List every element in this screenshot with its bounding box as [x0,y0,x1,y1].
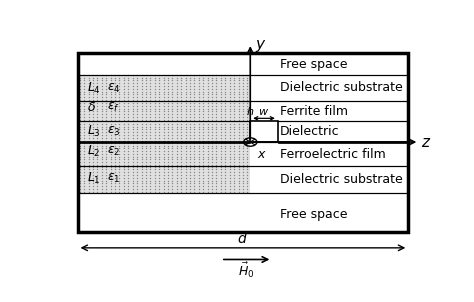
Text: $\delta$: $\delta$ [87,101,96,114]
Bar [78,141,250,143]
Bar [278,141,408,143]
Text: Ferroelectric film: Ferroelectric film [280,148,385,161]
Text: $\varepsilon_3$: $\varepsilon_3$ [107,124,121,137]
Text: Dielectric substrate: Dielectric substrate [280,82,402,95]
Text: $d$: $d$ [237,231,248,246]
Bar [78,166,250,193]
Bar [78,101,250,121]
Bar [250,121,278,142]
Text: $\varepsilon_2$: $\varepsilon_2$ [107,145,120,159]
Bar [78,121,250,142]
Text: $L_1$: $L_1$ [87,171,100,186]
Text: $\varepsilon_4$: $\varepsilon_4$ [107,82,121,95]
Bar [78,53,408,232]
Bar [78,53,408,232]
Text: $x$: $x$ [257,148,267,161]
Bar [78,75,250,101]
Text: $L_2$: $L_2$ [87,144,100,159]
Text: $\vec{H}_0$: $\vec{H}_0$ [238,261,255,280]
Text: $w$: $w$ [258,107,270,117]
Bar [78,142,250,166]
Text: $z$: $z$ [421,135,431,149]
Text: Free space: Free space [280,58,347,71]
Text: Ferrite film: Ferrite film [280,105,347,118]
Text: $L_4$: $L_4$ [87,81,101,96]
Text: $h$: $h$ [246,105,255,117]
Text: $\varepsilon_f$: $\varepsilon_f$ [107,101,120,114]
Text: Free space: Free space [280,208,347,221]
Text: Dielectric substrate: Dielectric substrate [280,173,402,186]
Text: $L_3$: $L_3$ [87,124,100,139]
Text: $\varepsilon_1$: $\varepsilon_1$ [107,172,120,185]
Text: Dielectric: Dielectric [280,125,339,138]
Text: $y$: $y$ [255,37,266,53]
